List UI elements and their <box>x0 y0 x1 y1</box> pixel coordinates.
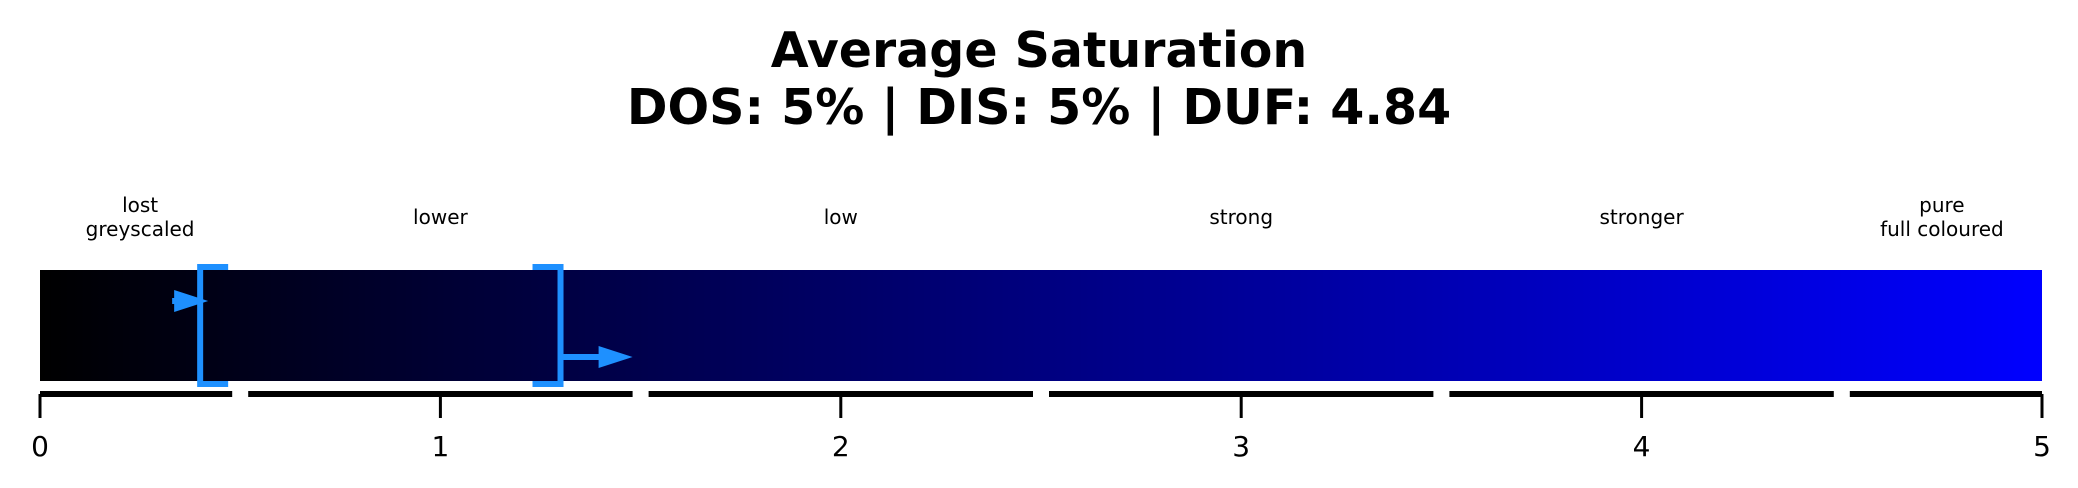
range-markers <box>172 264 633 387</box>
right-range-bracket <box>532 264 564 387</box>
x-tick-label: 1 <box>431 430 449 463</box>
category-label-line: lower <box>413 205 468 229</box>
category-label: lost greyscaled <box>86 193 195 241</box>
category-label-line: strong <box>1209 205 1273 229</box>
category-label-line: lost <box>122 193 158 217</box>
category-label: pure full coloured <box>1880 193 2004 241</box>
range-arrow-head <box>174 290 209 312</box>
x-axis: 0 1 2 3 4 5 <box>31 394 2051 463</box>
chart-title: Average Saturation <box>770 22 1308 79</box>
category-label: stronger <box>1600 205 1685 229</box>
x-tick-label: 2 <box>832 430 850 463</box>
x-tick-label: 5 <box>2033 430 2051 463</box>
range-arrow-head <box>598 346 633 368</box>
left-range-bracket <box>197 264 229 387</box>
x-tick-label: 4 <box>1633 430 1651 463</box>
category-label-line: low <box>824 205 858 229</box>
chart-subtitle: DOS: 5% | DIS: 5% | DUF: 4.84 <box>626 79 1452 136</box>
saturation-gradient-bar <box>40 270 2042 381</box>
chart-title-block: Average Saturation DOS: 5% | DIS: 5% | D… <box>0 22 2078 136</box>
category-label: strong <box>1209 205 1273 229</box>
category-label-line: stronger <box>1600 205 1685 229</box>
category-label-line: full coloured <box>1880 217 2004 241</box>
x-tick-label: 0 <box>31 430 49 463</box>
category-labels: lost greyscaled lower low strong stronger pure… <box>86 193 2004 241</box>
category-label: lower <box>413 205 468 229</box>
x-tick-label: 3 <box>1232 430 1250 463</box>
category-label-line: greyscaled <box>86 217 195 241</box>
category-label-line: pure <box>1919 193 1964 217</box>
category-label: low <box>824 205 858 229</box>
